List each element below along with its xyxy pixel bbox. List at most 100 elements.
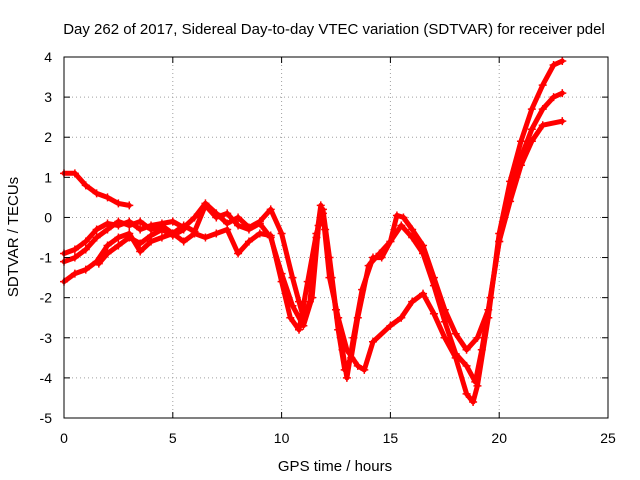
y-tick-label: -2 (40, 290, 53, 306)
data-point (288, 273, 297, 282)
series-track-a (60, 169, 134, 210)
data-point (527, 105, 536, 114)
data-point (103, 241, 112, 250)
data-point (147, 231, 156, 240)
series-track-b (60, 89, 567, 374)
data-point (386, 321, 395, 330)
y-tick-label: 3 (44, 89, 52, 105)
data-point (451, 329, 460, 338)
y-tick-label: -1 (40, 250, 53, 266)
data-point (81, 245, 90, 254)
data-point (312, 229, 321, 238)
data-point (462, 389, 471, 398)
data-point (70, 169, 79, 178)
data-point (286, 313, 295, 322)
x-tick-label: 20 (491, 430, 507, 446)
data-point (70, 253, 79, 262)
data-point (538, 105, 547, 114)
data-point (368, 337, 377, 346)
data-point (234, 221, 243, 230)
data-point (429, 281, 438, 290)
data-point (125, 201, 134, 210)
data-point (334, 313, 343, 322)
data-point (125, 233, 134, 242)
data-point (558, 117, 567, 126)
data-point (558, 57, 567, 66)
data-point (94, 259, 103, 268)
data-point (342, 373, 351, 382)
data-point (103, 249, 112, 258)
data-point (408, 225, 417, 234)
data-point (103, 193, 112, 202)
data-point (81, 181, 90, 190)
y-tick-label: 4 (44, 49, 52, 65)
x-tick-label: 25 (600, 430, 616, 446)
data-point (473, 381, 482, 390)
data-point (392, 211, 401, 220)
data-point (168, 231, 177, 240)
data-point (92, 189, 101, 198)
y-tick-label: -4 (40, 370, 53, 386)
chart-title: Day 262 of 2017, Sidereal Day-to-day VTE… (63, 21, 605, 38)
y-axis-title: SDTVAR / TECUs (5, 177, 22, 297)
data-point (244, 225, 253, 234)
data-point (408, 297, 417, 306)
data-point (429, 309, 438, 318)
data-point (234, 249, 243, 258)
data-point (168, 217, 177, 226)
data-point (484, 313, 493, 322)
data-point (157, 233, 166, 242)
data-point (223, 225, 232, 234)
data-point (136, 225, 145, 234)
data-point (325, 273, 334, 282)
data-point (244, 237, 253, 246)
data-point (527, 137, 536, 146)
data-point (538, 81, 547, 90)
data-point (277, 229, 286, 238)
data-point (360, 365, 369, 374)
data-point (255, 229, 264, 238)
data-point (358, 285, 367, 294)
data-point (212, 229, 221, 238)
data-point (386, 237, 395, 246)
data-point (92, 233, 101, 242)
data-point (114, 241, 123, 250)
data-point (70, 269, 79, 278)
data-point (316, 201, 325, 210)
y-tick-label: 0 (44, 209, 52, 225)
data-point (495, 229, 504, 238)
data-point (114, 233, 123, 242)
data-point (408, 233, 417, 242)
series-track-e (94, 225, 188, 268)
data-point (266, 231, 275, 240)
data-point (255, 219, 264, 228)
data-point (125, 221, 134, 230)
data-point (157, 225, 166, 234)
data-point (266, 205, 275, 214)
data-point (295, 325, 304, 334)
data-point (419, 249, 428, 258)
series-line (96, 227, 187, 267)
data-point (440, 333, 449, 342)
data-point (308, 293, 317, 302)
data-point (81, 237, 90, 246)
y-tick-label: 2 (44, 129, 52, 145)
data-point (451, 353, 460, 362)
x-tick-label: 5 (169, 430, 177, 446)
data-point (342, 345, 351, 354)
series-line (61, 170, 132, 208)
data-point (114, 199, 123, 208)
data-point (419, 289, 428, 298)
data-point (190, 213, 199, 222)
x-tick-label: 10 (274, 430, 290, 446)
data-point (462, 361, 471, 370)
data-point (234, 213, 243, 222)
data-point (201, 233, 210, 242)
data-point (462, 345, 471, 354)
data-point (201, 201, 210, 210)
data-point (506, 177, 515, 186)
x-axis-title: GPS time / hours (278, 458, 392, 475)
data-point (223, 209, 232, 218)
data-point (469, 397, 478, 406)
